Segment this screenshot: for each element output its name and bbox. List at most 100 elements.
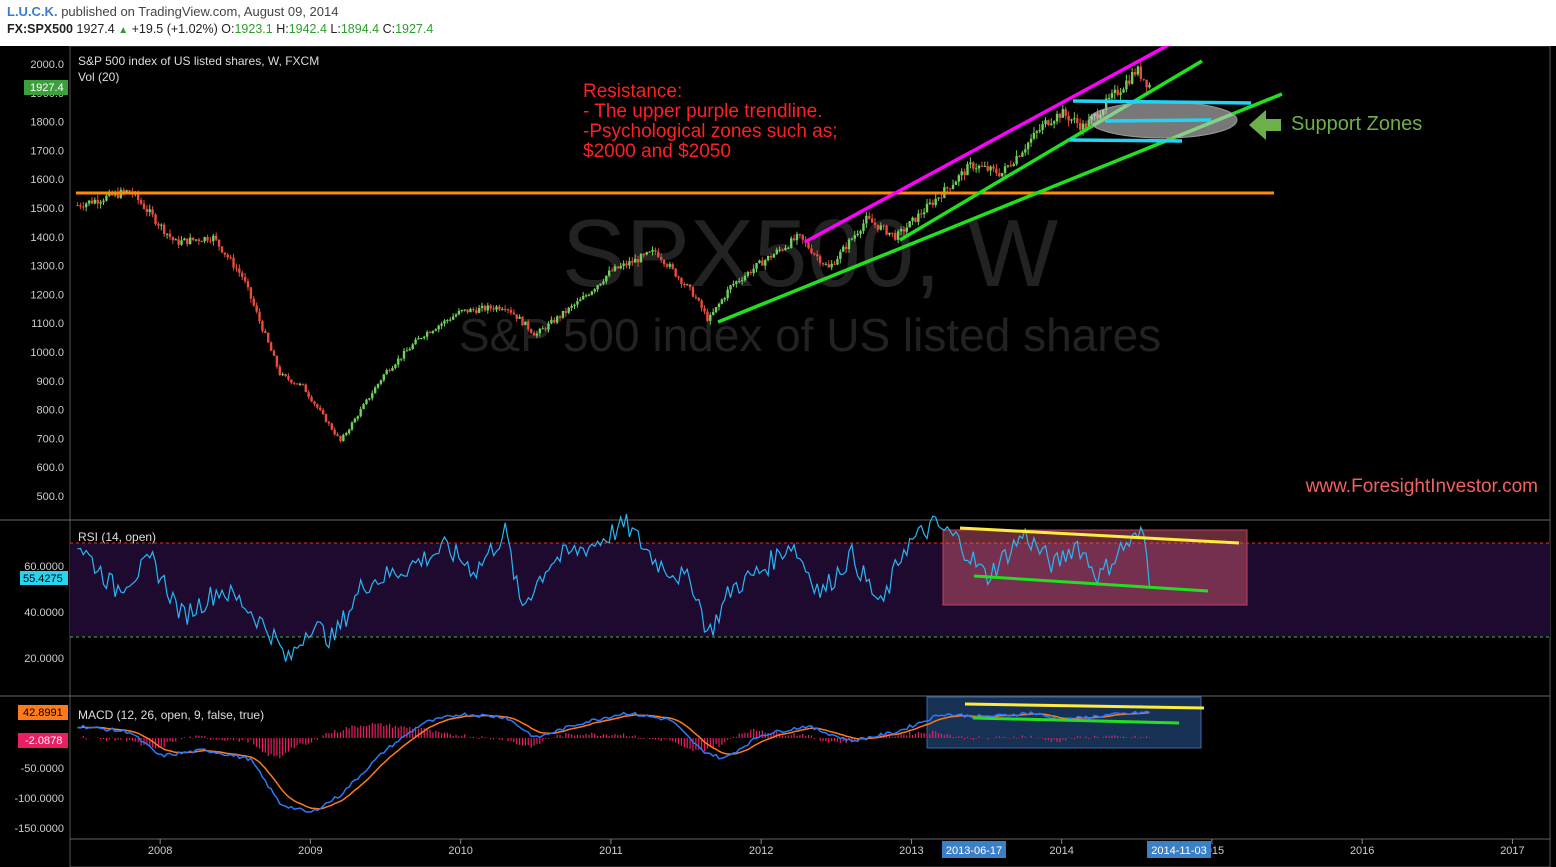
candle-body [151, 209, 154, 215]
rsi-lower-trendline[interactable] [973, 574, 1209, 593]
candle-body [607, 270, 611, 276]
candle-body [102, 200, 105, 203]
candle-body [1128, 80, 1131, 84]
candle-body [93, 199, 97, 204]
rsi-highlight-box[interactable] [942, 529, 1248, 606]
price-tick-label: 1500.0 [30, 203, 64, 215]
candle-body [1041, 124, 1044, 130]
support-line-middle[interactable] [1104, 118, 1212, 123]
candle-body [313, 401, 316, 405]
macd-signal-line [77, 711, 1150, 810]
candle-body [677, 276, 680, 278]
upper-purple-trendline[interactable] [804, 46, 1172, 244]
candle-body [738, 281, 741, 283]
candle-body [717, 303, 721, 308]
support-arrow-icon[interactable] [1249, 110, 1281, 140]
rsi-band [70, 543, 1550, 637]
candle-body [524, 321, 527, 326]
candle-body [148, 209, 151, 212]
candle-body [168, 233, 172, 237]
candle-body [729, 285, 732, 290]
last-price-tag-text: 1927.4 [30, 82, 64, 94]
candle-body [925, 203, 929, 213]
main-price-axis[interactable]: 2000.01900.01800.01700.01600.01500.01400… [30, 59, 64, 503]
candle-body [859, 231, 862, 234]
author-link[interactable]: L.U.C.K. [7, 4, 58, 19]
candle-body [498, 306, 501, 310]
candle-body [902, 229, 906, 232]
last-price-tag: 1927.4 [24, 80, 68, 95]
symbol-label[interactable]: FX:SPX500 [7, 22, 74, 36]
candle-body [486, 305, 490, 311]
price-tick-label: 1100.0 [31, 318, 64, 330]
candle-body [989, 166, 992, 171]
candle-body [1081, 123, 1085, 130]
time-range-end-tag: 2014-11-03 [1147, 841, 1211, 858]
candle-body [162, 224, 166, 234]
candle-body [685, 284, 689, 286]
candle-body [249, 287, 253, 299]
price-tick-label: 1300.0 [30, 261, 64, 273]
candle-body [437, 325, 440, 330]
macd-value-tag-text: 42.8991 [23, 707, 63, 719]
main-series-title[interactable]: S&P 500 index of US listed shares, W, FX… [78, 54, 319, 68]
rsi-upper-trendline[interactable] [959, 526, 1240, 545]
candle-body [974, 168, 978, 170]
candle-body [784, 247, 787, 251]
candle-body [1130, 72, 1134, 84]
candle-body [541, 328, 544, 330]
candle-body [443, 320, 446, 324]
price-tick-label: 1000.0 [30, 347, 64, 359]
candle-body [790, 238, 793, 248]
candle-body [420, 337, 423, 339]
upper-green-trendline[interactable] [899, 59, 1203, 242]
candle-body [813, 253, 816, 255]
high-value: 1942.4 [288, 22, 327, 36]
candle-body [1076, 118, 1079, 124]
macd-upper-trendline[interactable] [964, 702, 1205, 710]
candle-body [503, 309, 507, 311]
support-line-lower[interactable] [1069, 138, 1183, 143]
candle-body [278, 366, 281, 375]
candle-body [749, 272, 752, 274]
candle-body [293, 382, 296, 384]
candle-body [246, 281, 250, 288]
candle-body [712, 312, 715, 315]
macd-axis[interactable]: -50.0000 -100.0000 -150.0000 [14, 763, 64, 835]
candle-body [807, 242, 810, 249]
resistance-annotation[interactable]: Resistance: - The upper purple trendline… [583, 81, 838, 162]
candle-body [509, 309, 513, 313]
candle-body [631, 261, 634, 263]
time-range-start-tag: 2013-06-17 [942, 841, 1006, 858]
volume-indicator-label[interactable]: Vol (20) [78, 70, 119, 84]
candle-body [136, 192, 140, 201]
candle-body [1038, 129, 1041, 132]
candle-body [183, 238, 186, 241]
candle-body [931, 202, 935, 206]
candle-body [1018, 155, 1021, 157]
candle-body [792, 238, 796, 241]
time-tick-label: 2013 [899, 845, 923, 857]
candle-body [922, 212, 926, 215]
candle-body [862, 223, 865, 232]
candle-body [408, 349, 412, 351]
candle-body [755, 263, 758, 269]
rsi-axis[interactable]: 60.0000 40.0000 20.0000 [24, 561, 64, 665]
candle-body [1133, 72, 1137, 75]
candle-body [957, 175, 961, 182]
candle-body [844, 246, 848, 250]
macd-lower-trendline[interactable] [972, 716, 1180, 725]
macd-indicator-label[interactable]: MACD (12, 26, open, 9, false, true) [78, 708, 264, 722]
candle-body [969, 162, 972, 165]
time-tick-label: 2010 [448, 845, 472, 857]
support-line-upper[interactable] [1072, 99, 1252, 105]
candle-body [515, 314, 518, 319]
candle-body [899, 229, 903, 232]
candle-body [460, 310, 464, 312]
candle-body [76, 205, 79, 207]
candle-body [336, 434, 339, 436]
rsi-indicator-label[interactable]: RSI (14, open) [78, 530, 156, 544]
candle-body [810, 248, 813, 254]
candle-body [865, 215, 868, 224]
chart-canvas[interactable]: SPX500, W S&P 500 index of US listed sha… [0, 46, 1556, 867]
